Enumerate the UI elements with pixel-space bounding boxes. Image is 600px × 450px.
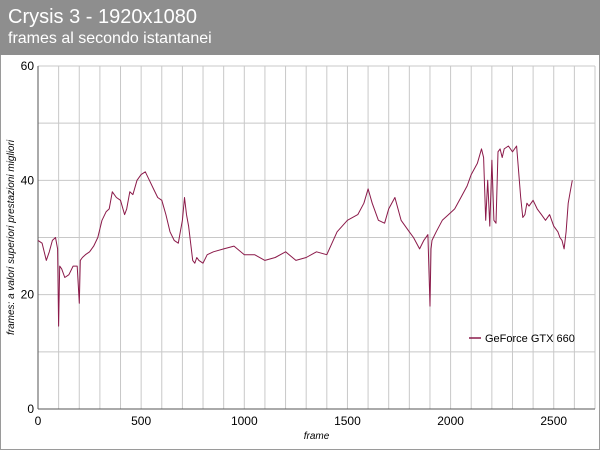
- x-tick-label: 0: [35, 414, 42, 428]
- chart-header: Crysis 3 - 1920x1080 frames al secondo i…: [0, 0, 600, 55]
- x-tick-label: 2000: [437, 414, 464, 428]
- x-axis-label: frame: [304, 431, 330, 442]
- y-tick-label: 40: [21, 173, 35, 187]
- legend: GeForce GTX 660: [469, 333, 575, 345]
- legend-label: GeForce GTX 660: [485, 333, 575, 345]
- tick-labels: 0 500 1000 1500 2000 2500 0 20 40 60: [21, 59, 568, 428]
- x-tick-label: 1000: [231, 414, 258, 428]
- axes: [37, 66, 595, 410]
- y-axis-label: frames: a valori superiori prestazioni m…: [6, 139, 17, 335]
- axis-labels: frame frames: a valori superiori prestaz…: [6, 139, 330, 442]
- series-layer: [37, 145, 573, 327]
- series-line: [37, 145, 573, 327]
- y-tick-label: 0: [27, 402, 34, 416]
- x-tick-label: 1500: [334, 414, 361, 428]
- chart-subtitle: frames al secondo istantanei: [8, 30, 212, 47]
- x-tick-label: 2500: [540, 414, 567, 428]
- y-tick-label: 20: [21, 288, 35, 302]
- x-tick-label: 500: [131, 414, 151, 428]
- grid-lines: [38, 65, 596, 409]
- chart-title: Crysis 3 - 1920x1080: [8, 6, 197, 28]
- y-tick-label: 60: [21, 59, 35, 73]
